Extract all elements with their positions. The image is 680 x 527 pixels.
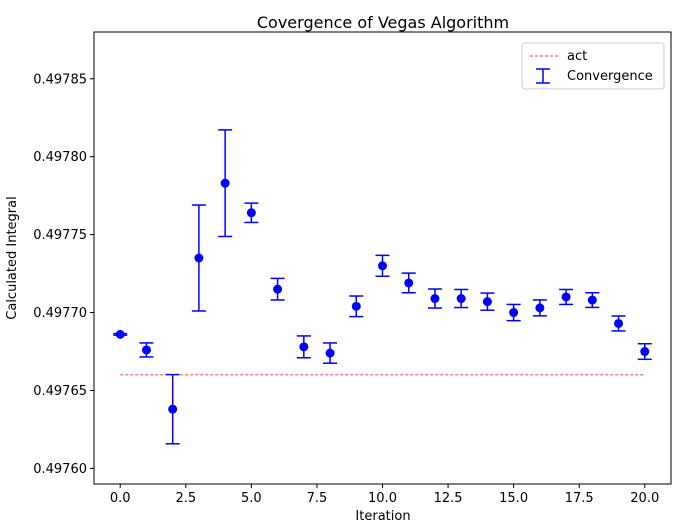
data-point — [482, 297, 492, 307]
data-point — [456, 294, 466, 304]
data-point — [194, 253, 204, 263]
x-tick-label: 12.5 — [434, 491, 463, 506]
data-point — [640, 347, 650, 357]
data-point — [509, 308, 519, 318]
data-point — [168, 404, 178, 414]
y-axis-label: Calculated Integral — [5, 196, 20, 319]
data-point — [430, 294, 440, 304]
y-tick-label: 0.49760 — [33, 462, 87, 477]
x-tick-label: 5.0 — [241, 491, 262, 506]
data-point — [115, 329, 125, 339]
legend-convergence-label: Convergence — [567, 69, 653, 84]
data-point — [561, 292, 571, 302]
x-tick-label: 15.0 — [499, 491, 528, 506]
data-point — [325, 348, 335, 358]
plot-frame — [93, 31, 672, 485]
y-tick-label: 0.49770 — [33, 306, 87, 321]
data-point — [299, 342, 309, 352]
x-axis-label: Iteration — [355, 509, 410, 524]
legend-box — [521, 42, 665, 90]
data-point — [587, 295, 597, 305]
x-tick-label: 7.5 — [307, 491, 328, 506]
y-tick-label: 0.49775 — [33, 228, 87, 243]
data-point — [404, 278, 414, 288]
y-tick-label: 0.49765 — [33, 384, 87, 399]
data-point — [351, 301, 361, 311]
legend: act Convergence — [521, 42, 665, 90]
x-tick-label: 17.5 — [565, 491, 594, 506]
x-tick-label: 10.0 — [368, 491, 397, 506]
data-point — [273, 284, 283, 294]
data-point — [614, 318, 624, 328]
data-point — [378, 261, 387, 271]
x-tick-label: 0.0 — [110, 491, 131, 506]
data-point — [220, 178, 230, 188]
data-point — [535, 303, 545, 313]
x-tick-label: 20.0 — [630, 491, 659, 506]
y-tick-label: 0.49785 — [33, 72, 87, 87]
data-point — [141, 345, 151, 355]
x-tick-label: 2.5 — [175, 491, 196, 506]
data-point — [246, 208, 256, 218]
legend-convergence-swatch — [536, 68, 550, 84]
legend-act-label: act — [567, 49, 587, 64]
chart-title: Covergence of Vegas Algorithm — [257, 13, 509, 32]
y-tick-label: 0.49780 — [33, 150, 87, 165]
